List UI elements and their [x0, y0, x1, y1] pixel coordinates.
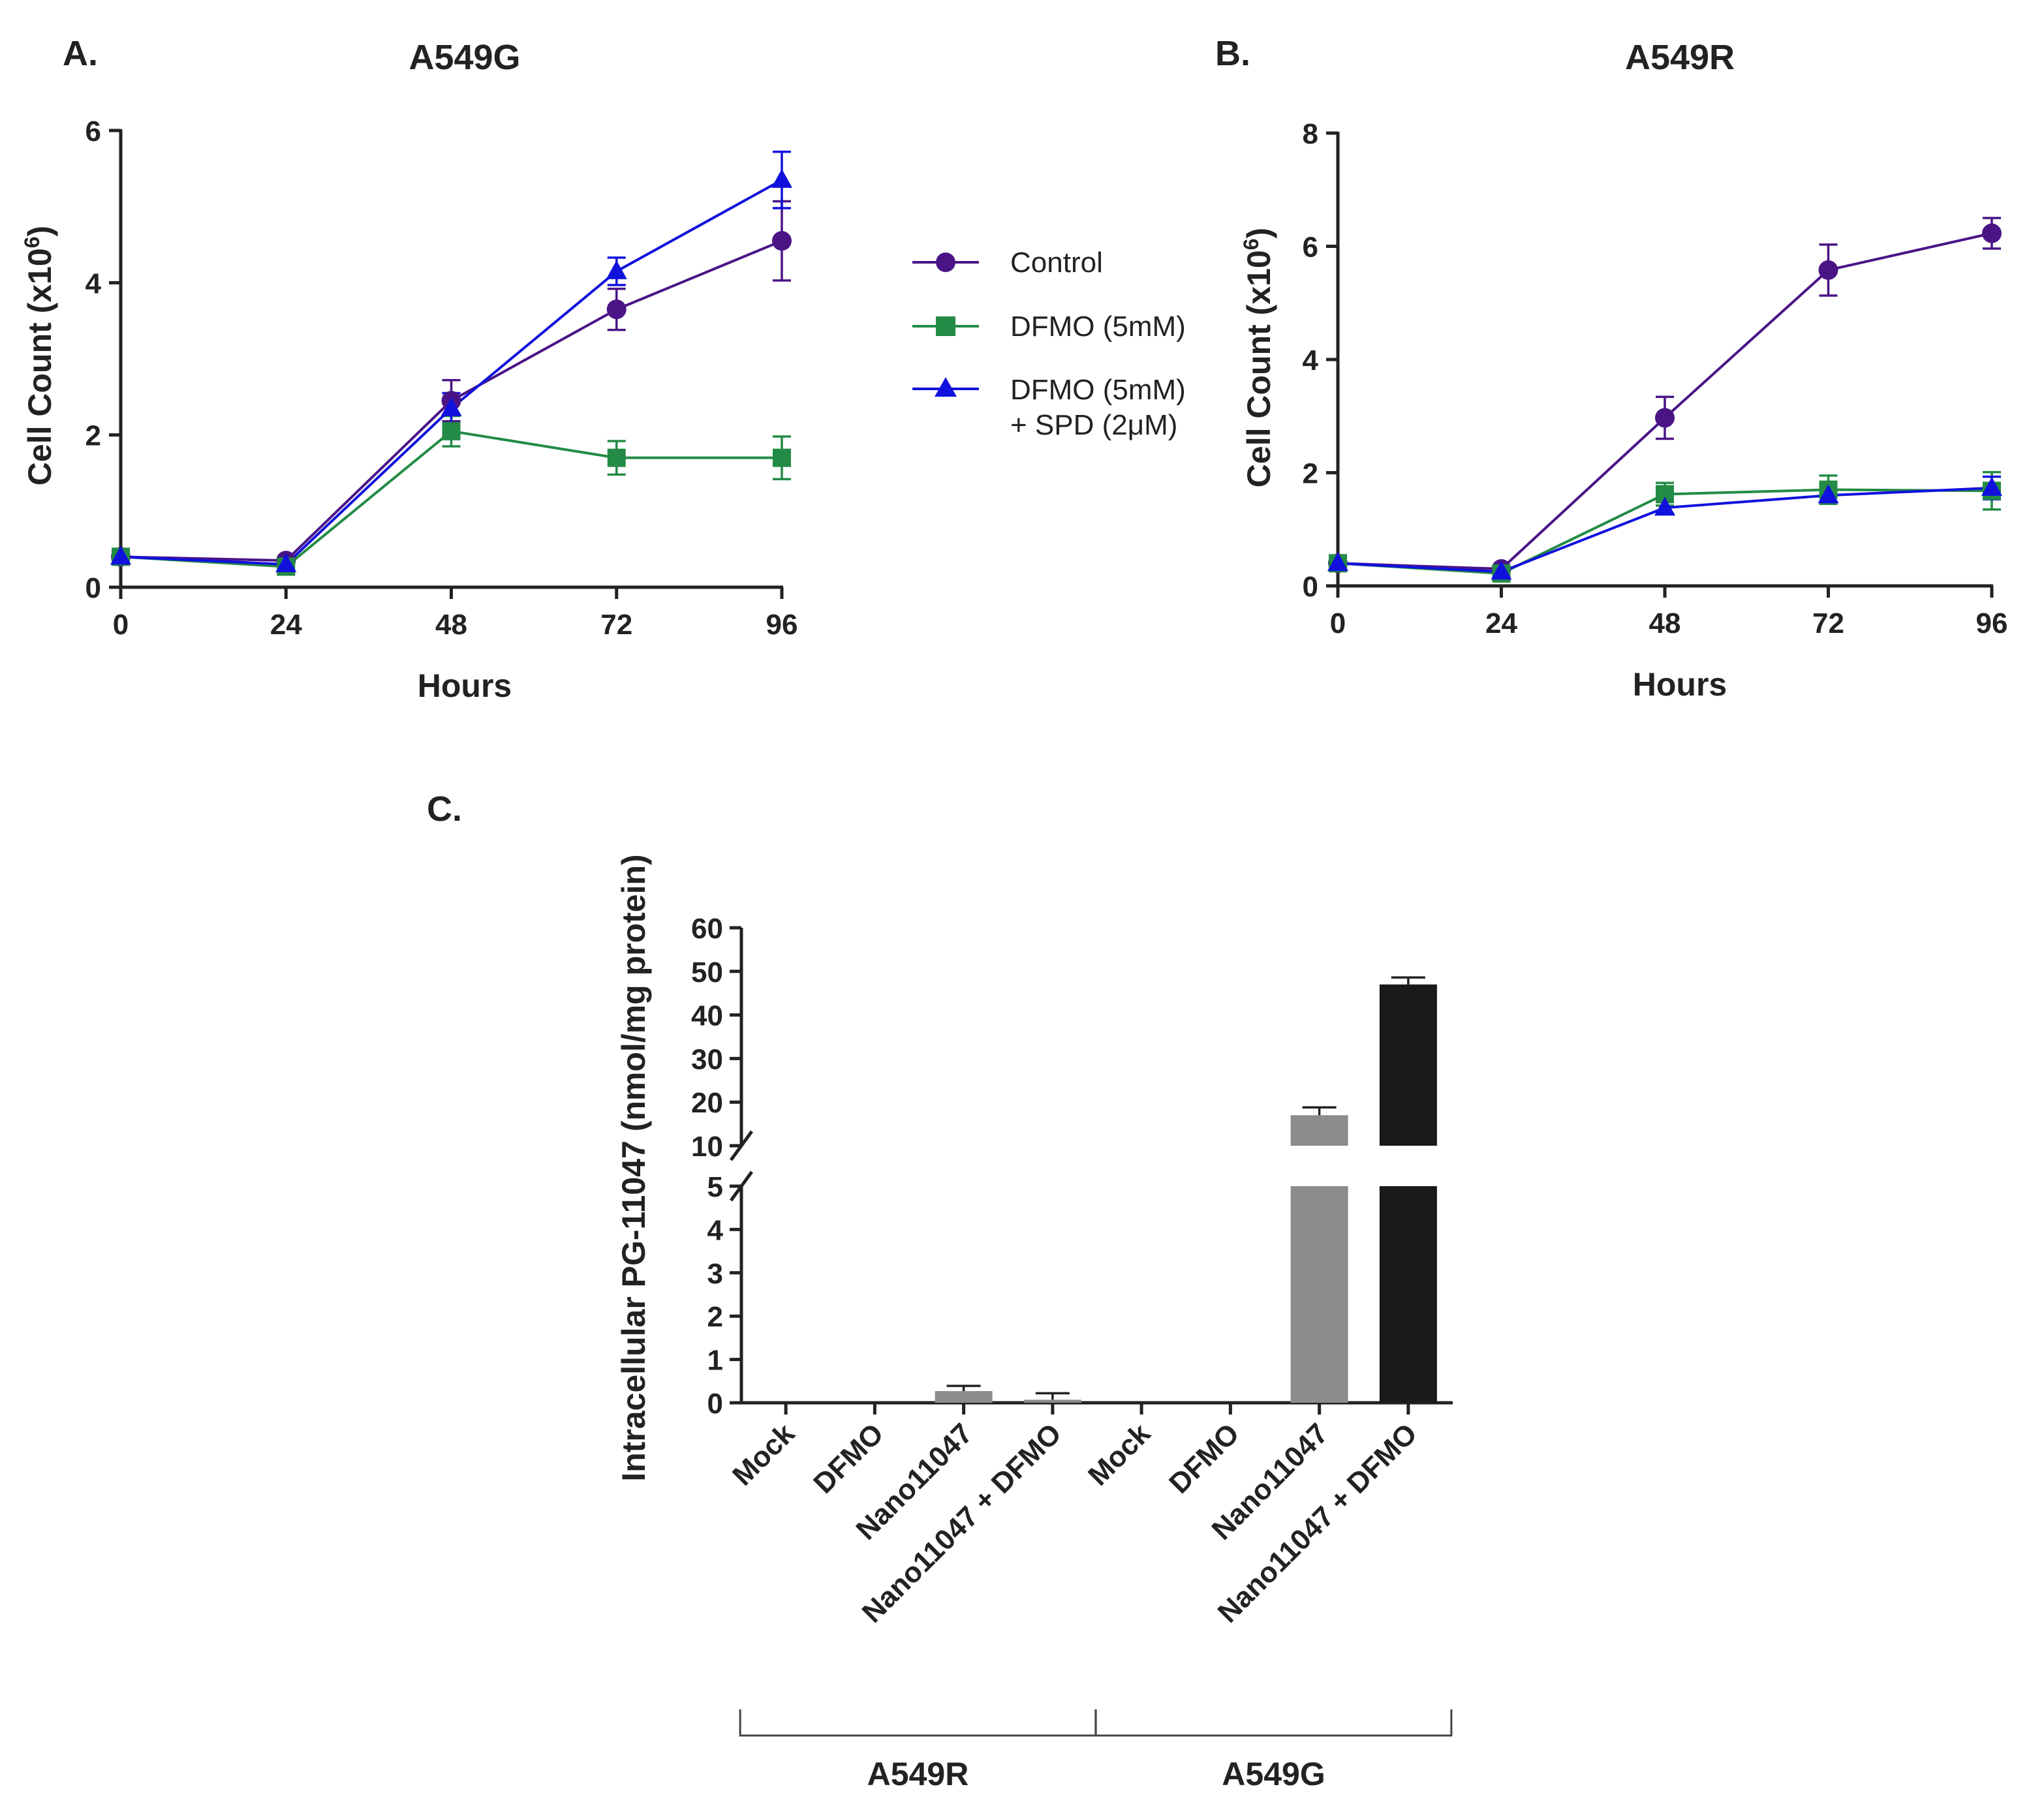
chart-b-x-tick-label: 48 [1649, 607, 1681, 639]
chart-c-y-tick-label: 10 [691, 1131, 723, 1163]
chart-c-group-bracket [1094, 1709, 1453, 1737]
chart-a-x-tick-label: 0 [113, 609, 129, 641]
chart-c-error-bar [1302, 1106, 1337, 1116]
chart-b-ylabel: Cell Count (x106) [1239, 228, 1277, 487]
chart-b-point-control [1818, 260, 1838, 280]
legend-dfmo-spd-label-2: + SPD (2μM) [1010, 409, 1177, 441]
chart-b-point-control [1982, 223, 2002, 243]
chart-a-point-dfmo [773, 448, 791, 467]
chart-c-y-tick-label: 1 [707, 1345, 723, 1377]
chart-c-bar [1379, 984, 1437, 1403]
chart-b-point-dfmo_spd [1981, 476, 2002, 496]
chart-c-error-bar [1391, 976, 1425, 985]
chart-c-y-tick-label: 5 [707, 1171, 723, 1203]
chart-a-y-tick-label: 0 [85, 572, 101, 604]
chart-c: Intracellular PG-11047 (nmol/mg protein)… [615, 854, 1453, 1792]
chart-b-x-tick-label: 96 [1976, 607, 2008, 639]
legend-dfmo-spd-marker [935, 377, 957, 397]
chart-a-ylabel: Cell Count (x106) [20, 226, 58, 485]
chart-c-category-label: DFMO [807, 1417, 890, 1499]
legend-dfmo-marker [936, 316, 955, 336]
chart-a-y-tick-label: 4 [85, 268, 102, 299]
panel-label-b: B. [1215, 34, 1250, 73]
chart-a-xlabel: Hours [418, 667, 512, 704]
chart-b-x-tick-label: 0 [1330, 607, 1346, 639]
chart-c-category-label: Mock [1082, 1417, 1157, 1492]
chart-c-bar [935, 1391, 993, 1403]
chart-c-ylabel: Intracellular PG-11047 (nmol/mg protein) [615, 854, 652, 1481]
chart-a-point-dfmo [607, 448, 626, 467]
legend-control-marker [936, 253, 955, 272]
chart-a-point-dfmo_spd [441, 397, 462, 416]
chart-b-x-tick-label: 72 [1812, 607, 1844, 639]
chart-a-x-tick-label: 48 [435, 609, 467, 641]
legend-dfmo-spd-label-1: DFMO (5mM) [1010, 374, 1186, 406]
chart-a-y-tick-label: 2 [85, 420, 101, 452]
chart-c-y-tick-label: 30 [691, 1043, 723, 1075]
chart-a-point-control [606, 299, 627, 320]
chart-b-xlabel: Hours [1633, 666, 1727, 703]
chart-c-category-label: Mock [726, 1417, 801, 1492]
legend-dfmo-label: DFMO (5mM) [1010, 311, 1186, 343]
chart-b-y-tick-label: 2 [1303, 458, 1318, 490]
chart-b-y-tick-label: 0 [1303, 571, 1318, 603]
chart-a-x-tick-label: 72 [600, 609, 632, 641]
chart-a-point-dfmo_spd [110, 545, 131, 565]
chart-c-y-tick-label: 2 [707, 1301, 723, 1333]
chart-b-point-dfmo_spd [1654, 497, 1675, 516]
chart-b-y-tick-label: 6 [1303, 232, 1318, 264]
chart-c-y-tick-label: 60 [691, 913, 723, 945]
chart-a-point-dfmo [442, 421, 461, 440]
chart-a-series-line-dfmo [120, 429, 782, 568]
chart-a-point-dfmo_spd [771, 168, 792, 188]
chart-c-error-bar [946, 1385, 981, 1392]
chart-a-point-control [772, 231, 792, 251]
chart-b-point-dfmo_spd [1327, 552, 1348, 572]
chart-a-point-dfmo_spd [606, 260, 627, 279]
chart-a-point-dfmo_spd [275, 553, 297, 572]
chart-a-series-line-dfmo_spd [120, 179, 782, 566]
chart-b-y-tick-label: 8 [1303, 118, 1318, 150]
chart-c-y-tick-label: 20 [691, 1087, 723, 1119]
chart-a-x-tick-label: 24 [270, 609, 302, 641]
chart-c-group-label: A549R [867, 1756, 969, 1792]
chart-b-x-tick-label: 24 [1485, 607, 1517, 639]
chart-b-point-dfmo_spd [1491, 560, 1512, 580]
chart-c-y-tick-label: 4 [707, 1214, 724, 1246]
chart-b-point-control [1655, 408, 1675, 428]
chart-c-category-label: DFMO [1163, 1417, 1245, 1499]
chart-b-point-dfmo_spd [1818, 484, 1839, 504]
chart-a-title: A549G [409, 38, 520, 77]
chart-c-group-label: A549G [1222, 1756, 1325, 1792]
chart-c-bar [1023, 1400, 1081, 1403]
chart-a-x-tick-label: 96 [766, 609, 798, 641]
legend-control-label: Control [1010, 247, 1103, 279]
chart-c-y-tick-label: 40 [691, 1000, 723, 1032]
chart-c-error-bar [1035, 1392, 1070, 1400]
chart-a-y-tick-label: 6 [85, 115, 101, 147]
chart-c-y-tick-label: 0 [707, 1388, 723, 1420]
chart-b-y-tick-label: 4 [1303, 344, 1319, 376]
chart-c-y-tick-label: 50 [691, 957, 723, 988]
chart-c-y-tick-label: 3 [707, 1258, 723, 1290]
panel-label-c: C. [427, 789, 462, 829]
chart-c-group-bracket [739, 1709, 1097, 1737]
chart-c-bar [1290, 1115, 1348, 1403]
legend: Control DFMO (5mM) DFMO (5mM) + SPD (2μM… [912, 247, 1186, 441]
chart-b-title: A549R [1625, 38, 1735, 77]
panel-label-a: A. [63, 34, 98, 73]
